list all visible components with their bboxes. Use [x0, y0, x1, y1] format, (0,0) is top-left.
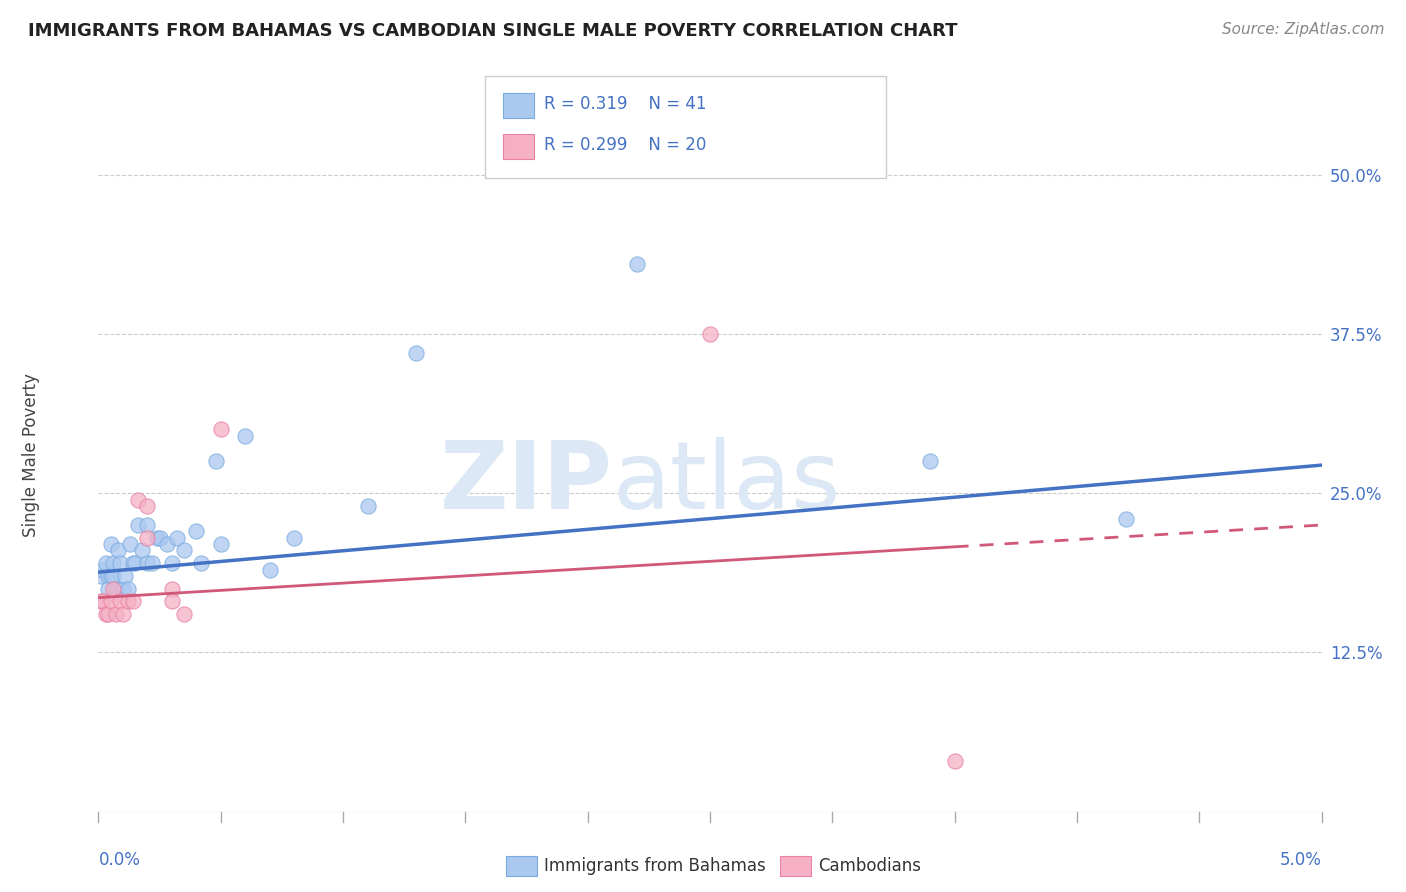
Point — [104, 607, 127, 622]
Point — [356, 499, 378, 513]
Text: Single Male Poverty: Single Male Poverty — [22, 373, 41, 537]
Text: R = 0.299    N = 20: R = 0.299 N = 20 — [544, 136, 706, 154]
Text: R = 0.319    N = 41: R = 0.319 N = 41 — [544, 95, 707, 113]
Point — [90, 594, 112, 608]
Text: ZIP: ZIP — [439, 437, 612, 530]
Point — [97, 607, 120, 622]
Point — [101, 556, 124, 570]
Point — [100, 537, 122, 551]
Point — [209, 537, 232, 551]
Point — [91, 594, 114, 608]
Point — [283, 531, 305, 545]
Point — [124, 556, 146, 570]
Point — [104, 582, 127, 596]
Point — [156, 537, 179, 551]
Point — [117, 594, 139, 608]
Point — [110, 556, 132, 570]
Point — [259, 563, 281, 577]
Point — [233, 429, 256, 443]
Point — [120, 537, 142, 551]
Point — [121, 556, 143, 570]
Text: 0.0%: 0.0% — [98, 851, 141, 869]
Text: atlas: atlas — [612, 437, 841, 530]
Point — [111, 607, 134, 622]
Point — [205, 454, 228, 468]
Point — [136, 518, 159, 533]
Point — [127, 492, 149, 507]
Point — [111, 582, 134, 596]
Point — [114, 569, 136, 583]
Point — [107, 543, 129, 558]
Point — [117, 582, 139, 596]
Point — [94, 607, 117, 622]
Text: Source: ZipAtlas.com: Source: ZipAtlas.com — [1222, 22, 1385, 37]
Point — [160, 556, 183, 570]
Point — [209, 422, 232, 436]
Point — [141, 556, 163, 570]
Point — [160, 582, 183, 596]
Point — [136, 499, 159, 513]
Point — [100, 569, 122, 583]
Text: Immigrants from Bahamas: Immigrants from Bahamas — [544, 857, 766, 875]
Point — [91, 563, 114, 577]
Point — [97, 582, 120, 596]
Text: IMMIGRANTS FROM BAHAMAS VS CAMBODIAN SINGLE MALE POVERTY CORRELATION CHART: IMMIGRANTS FROM BAHAMAS VS CAMBODIAN SIN… — [28, 22, 957, 40]
Point — [100, 594, 122, 608]
Point — [1115, 511, 1137, 525]
Text: Cambodians: Cambodians — [818, 857, 921, 875]
Point — [127, 518, 149, 533]
Point — [173, 607, 195, 622]
Point — [131, 543, 153, 558]
Point — [121, 594, 143, 608]
Point — [101, 569, 124, 583]
Point — [97, 569, 120, 583]
Point — [149, 531, 172, 545]
Point — [405, 346, 427, 360]
Point — [101, 582, 124, 596]
Point — [186, 524, 208, 539]
Point — [943, 754, 966, 768]
Point — [146, 531, 169, 545]
Point — [190, 556, 212, 570]
Point — [160, 594, 183, 608]
Point — [94, 556, 117, 570]
Point — [920, 454, 942, 468]
Point — [173, 543, 195, 558]
Point — [626, 257, 648, 271]
Point — [110, 594, 132, 608]
Point — [90, 569, 112, 583]
Point — [136, 531, 159, 545]
Point — [166, 531, 188, 545]
Text: 5.0%: 5.0% — [1279, 851, 1322, 869]
Point — [136, 556, 159, 570]
Point — [699, 326, 721, 341]
